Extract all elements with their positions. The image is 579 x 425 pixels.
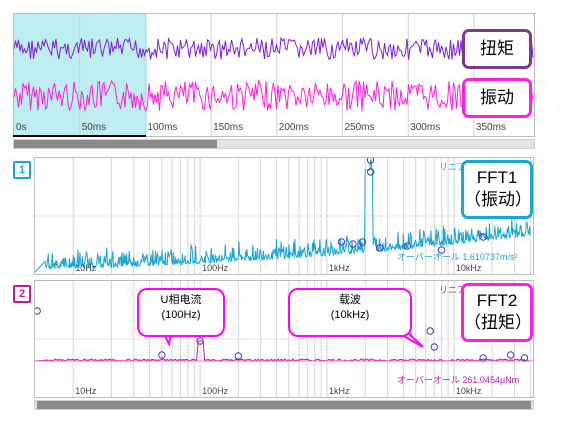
freq-tick-label: 1kHz	[329, 263, 350, 273]
time-tick-label: 50ms	[81, 122, 107, 133]
torque-label: 扭矩	[480, 39, 514, 58]
peak-marker-icon	[479, 354, 487, 362]
torque-label-callout: 扭矩	[462, 29, 532, 69]
fft1-callout: FFT1 （振动）	[461, 160, 533, 219]
peak-marker-icon	[234, 352, 243, 360]
fft1-mode-label: リニア	[439, 162, 467, 172]
fft2-overall: オーバーオール 261.0454μNm	[397, 375, 520, 385]
freq-tick-label: 100Hz	[202, 263, 229, 273]
peak-marker-icon	[375, 244, 384, 252]
time-scrollbar[interactable]	[13, 139, 535, 149]
time-tick-label: 250ms	[344, 122, 375, 133]
u-phase-title: U相电流	[160, 294, 202, 306]
peak-marker-icon	[479, 233, 487, 241]
peak-marker-icon	[349, 240, 357, 248]
fft1-overall: オーバーオール 1.610737m/s²	[397, 252, 518, 262]
time-tick-label: 100ms	[147, 122, 178, 133]
fft1-callout-title: FFT1	[476, 168, 518, 187]
time-scrollbar-thumb[interactable]	[14, 140, 217, 148]
waveform-panel[interactable]: 0s 50ms 100ms 150ms 200ms 250ms 300ms 350ms	[13, 13, 535, 137]
peak-marker-icon	[366, 158, 375, 164]
fft2-spectrum	[35, 340, 530, 362]
fft1-index-badge[interactable]: 1	[13, 161, 31, 179]
fft2-panel[interactable]: 10Hz 100Hz 1kHz 10kHz リニア オーバーオール 261.0454μ…	[34, 280, 534, 398]
freq-tick-label: 10kHz	[455, 263, 482, 273]
fft2-callout-title: FFT2	[476, 291, 518, 310]
time-tick-label: 300ms	[410, 122, 441, 133]
peak-marker-icon	[403, 242, 412, 250]
peak-marker-icon	[358, 238, 367, 246]
fft2-mode-label: リニア	[439, 285, 467, 295]
peak-marker-icon	[437, 246, 446, 254]
peak-marker-icon	[430, 343, 438, 351]
freq-tick-label: 10Hz	[75, 263, 97, 273]
vibration-waveform	[14, 79, 534, 112]
peak-marker-icon	[426, 327, 434, 335]
time-selection-region	[14, 14, 147, 136]
peak-marker-icon	[337, 238, 346, 246]
freq-tick-label: 10Hz	[75, 386, 97, 396]
u-phase-annotation: U相电流 (100Hz)	[137, 288, 225, 337]
carrier-title: 载波	[339, 294, 361, 306]
freq-tick-label: 1kHz	[329, 386, 350, 396]
fft1-panel[interactable]: 10Hz 100Hz 1kHz 10kHz リニア オーバーオール 1.610737m…	[34, 157, 534, 275]
time-tick-label: 200ms	[278, 122, 309, 133]
freq-tick-label: 10kHz	[455, 386, 482, 396]
peak-marker-icon	[35, 307, 41, 315]
peak-marker-icon	[367, 168, 375, 176]
peak-marker-icon	[196, 337, 204, 345]
vibration-label: 振动	[480, 88, 514, 107]
frequency-scrollbar[interactable]	[34, 400, 534, 410]
u-phase-frequency: (100Hz)	[161, 309, 201, 322]
carrier-frequency: (10kHz)	[330, 309, 370, 322]
time-tick-label: 0s	[16, 122, 27, 133]
torque-waveform	[14, 36, 534, 62]
fft1-spectrum	[35, 159, 531, 273]
peak-marker-icon	[158, 351, 166, 359]
freq-tick-label: 100Hz	[202, 386, 229, 396]
time-tick-label: 350ms	[475, 122, 506, 133]
fft2-callout: FFT2 （扭矩）	[461, 283, 533, 342]
peak-marker-icon	[506, 351, 515, 359]
carrier-annotation: 载波 (10kHz)	[288, 288, 412, 337]
peak-marker-icon	[520, 354, 529, 362]
frequency-scrollbar-thumb[interactable]	[37, 401, 531, 409]
time-tick-label: 150ms	[213, 122, 244, 133]
selection-underline	[13, 135, 146, 137]
fft1-callout-subtitle: （振动）	[464, 190, 532, 210]
vibration-label-callout: 振动	[462, 78, 532, 118]
fft2-index-badge[interactable]: 2	[13, 285, 31, 303]
fft2-callout-subtitle: （扭矩）	[464, 313, 532, 333]
